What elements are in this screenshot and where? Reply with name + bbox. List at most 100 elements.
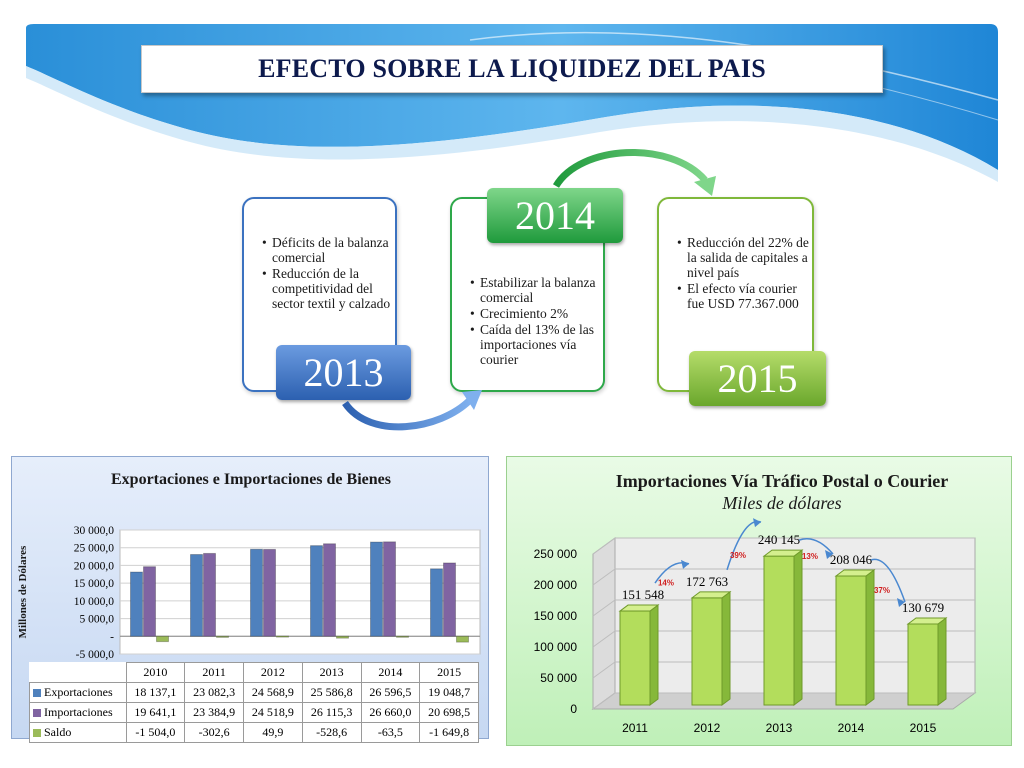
table-cell: 25 586,8 <box>301 682 362 703</box>
bar-exportaciones-2011 <box>190 554 203 637</box>
x-tick-label: 2013 <box>766 721 793 735</box>
bar-side-2011 <box>649 604 659 706</box>
card-2015-bullet-1: Reducción del 22% de la salida de capita… <box>677 235 812 280</box>
card-2014-bullet-2: Crecimiento 2% <box>470 306 603 321</box>
bar-exportaciones-2014 <box>370 541 383 637</box>
card-2014-bullet-3: Caída del 13% de las importaciones vía c… <box>470 322 603 367</box>
bar-importaciones-2015 <box>443 562 456 637</box>
card-2013-bullet-1: Déficits de la balanza comercial <box>262 235 395 265</box>
value-label: 130 679 <box>902 600 944 615</box>
table-cell: 23 082,3 <box>184 682 244 703</box>
year-badge-2015: 2015 <box>689 351 826 406</box>
bar-side-2015 <box>937 616 947 706</box>
year-badge-2014: 2014 <box>487 188 623 243</box>
value-label: 172 763 <box>686 574 728 589</box>
table-col-2014: 2014 <box>360 662 421 683</box>
y-tick-label: 30 000,0 <box>74 525 115 537</box>
bar-top-2014 <box>834 569 876 577</box>
legend-saldo: Saldo <box>44 725 72 739</box>
y-axis-label: Millones de Dólares <box>17 545 29 638</box>
plot-area <box>119 529 481 655</box>
bar-2011 <box>619 610 651 706</box>
trend-arrow <box>798 537 834 555</box>
bar-saldo-2010 <box>156 635 169 643</box>
table-col-2012: 2012 <box>243 662 303 683</box>
x-tick-label: 2015 <box>910 721 937 735</box>
chart-panel-courier: Importaciones Vía Tráfico Postal o Couri… <box>506 456 1012 746</box>
bar-saldo-2011 <box>216 635 229 638</box>
trend-arrowhead <box>897 597 905 607</box>
value-label: 151 548 <box>622 587 664 602</box>
table-col-2013: 2013 <box>301 662 362 683</box>
bar-exportaciones-2013 <box>310 545 323 637</box>
year-badge-2013: 2013 <box>276 345 411 400</box>
chart-export-import: Exportaciones e Importaciones de Bienes M… <box>17 471 481 661</box>
bar-top-2013 <box>762 549 804 557</box>
x-tick-label: 2014 <box>838 721 865 735</box>
chart-subtitle: Miles de dólares <box>721 493 841 513</box>
table-cell: 26 660,0 <box>360 702 421 723</box>
y-tick-label: - <box>110 631 114 643</box>
bar-2014 <box>835 575 867 706</box>
legend-exportaciones: Exportaciones <box>44 685 113 699</box>
bar-2015 <box>907 623 939 706</box>
table-cell: 18 137,1 <box>125 682 186 703</box>
table-cell: -1 504,0 <box>125 722 186 743</box>
card-2014-bullet-1: Estabilizar la balanza comercial <box>470 275 603 305</box>
gridline <box>592 568 975 586</box>
change-annotation: 13% <box>802 552 818 561</box>
table-header-row: 2010 2011 2012 2013 2014 2015 <box>30 662 479 683</box>
chart-title: Importaciones Vía Tráfico Postal o Couri… <box>616 471 948 491</box>
bar-saldo-2015 <box>456 635 469 643</box>
arrow-2013-to-2014 <box>342 397 473 431</box>
bar-exportaciones-2010 <box>130 571 143 637</box>
table-cell: 26 596,5 <box>360 682 421 703</box>
page-title: EFECTO SOBRE LA LIQUIDEZ DEL PAIS <box>258 54 766 83</box>
change-annotation: 14% <box>658 578 674 587</box>
table-cell: 23 384,9 <box>184 702 244 723</box>
bar-saldo-2012 <box>276 635 289 638</box>
page-title-box: EFECTO SOBRE LA LIQUIDEZ DEL PAIS <box>141 45 883 93</box>
bar-importaciones-2011 <box>203 552 216 637</box>
y-tick-label: 20 000,0 <box>74 560 115 572</box>
x-tick-label: 2012 <box>694 721 721 735</box>
gridline <box>592 537 975 555</box>
header-wave-background <box>26 24 999 182</box>
bar-side-2014 <box>865 569 875 706</box>
y-tick-label: 0 <box>570 702 577 716</box>
data-table-export-import: 2010 2011 2012 2013 2014 2015 Exportacio… <box>29 662 479 743</box>
table-cell: -63,5 <box>360 722 421 743</box>
trend-arrowhead <box>681 559 689 569</box>
y-tick-label: 150 000 <box>534 609 578 623</box>
bar-importaciones-2012 <box>263 548 276 637</box>
table-cell: 49,9 <box>243 722 303 743</box>
y-tick-label: 200 000 <box>534 578 578 592</box>
bar-importaciones-2010 <box>143 566 156 637</box>
trend-arrowhead <box>753 518 761 528</box>
bar-2012 <box>691 597 723 706</box>
value-label: 240 145 <box>758 532 800 547</box>
bar-saldo-2014 <box>396 635 409 638</box>
table-col-2011: 2011 <box>184 662 244 683</box>
table-cell: -528,6 <box>301 722 362 743</box>
y-tick-label: 5 000,0 <box>80 614 115 626</box>
y-tick-label: 10 000,0 <box>74 596 115 608</box>
table-row: Importaciones 19 641,1 23 384,9 24 518,9… <box>29 702 479 723</box>
bar-exportaciones-2015 <box>430 568 443 637</box>
legend-swatch-exportaciones <box>33 689 41 698</box>
table-cell: -302,6 <box>184 722 244 743</box>
bar-top-2012 <box>690 591 732 599</box>
table-cell: 24 518,9 <box>243 702 303 723</box>
y-tick-label: -5 000,0 <box>76 649 115 661</box>
bar-top-2015 <box>906 617 948 625</box>
table-cell: 20 698,5 <box>419 702 479 723</box>
trend-arrowhead <box>825 550 833 560</box>
bar-side-2012 <box>721 590 731 706</box>
y-tick-label: 100 000 <box>534 640 578 654</box>
chart-title: Exportaciones e Importaciones de Bienes <box>111 471 391 488</box>
y-tick-label: 15 000,0 <box>74 578 115 590</box>
table-row: Exportaciones 18 137,1 23 082,3 24 568,9… <box>29 682 479 703</box>
bar-top-2011 <box>618 604 660 612</box>
legend-swatch-importaciones <box>33 709 41 718</box>
table-cell: -1 649,8 <box>419 722 479 743</box>
